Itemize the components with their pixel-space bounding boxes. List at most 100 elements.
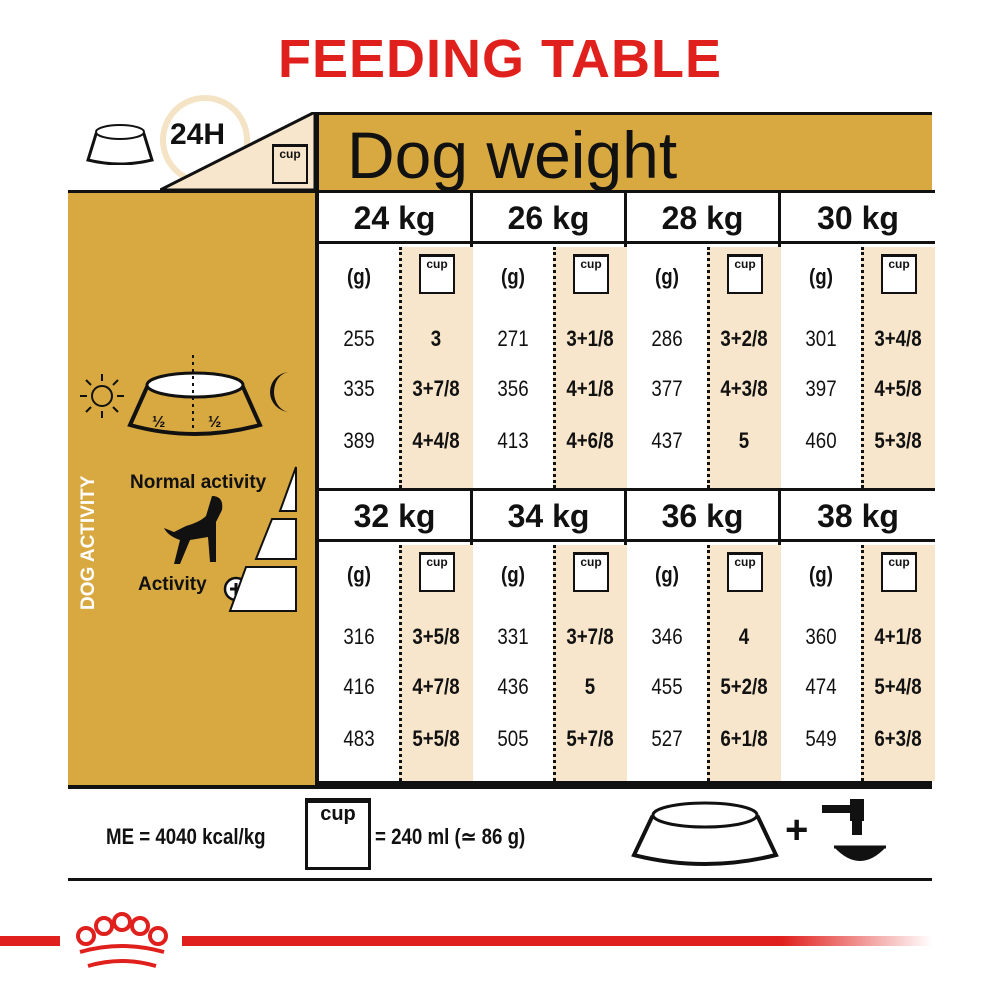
weight-column: 34 kg (g) cup 331 3+7/8 436 5 505 5+7/8 xyxy=(473,488,627,781)
grams-value: 356 xyxy=(497,376,529,401)
grams-header: (g) xyxy=(347,264,371,289)
cup-icon: cup xyxy=(419,254,455,294)
plus-sign: + xyxy=(785,808,809,852)
grams-value: 483 xyxy=(343,726,375,751)
dog-weight-header: Dog weight xyxy=(315,112,932,192)
cups-value: 3+7/8 xyxy=(412,376,460,401)
cup-icon: cup xyxy=(573,254,609,294)
grams-value: 377 xyxy=(651,376,683,401)
grams-value: 389 xyxy=(343,428,375,453)
weight-column: 38 kg (g) cup 360 4+1/8 474 5+4/8 549 6+3/8 xyxy=(781,488,935,781)
cup-icon-label: cup xyxy=(580,555,602,569)
weight-header: 28 kg xyxy=(627,190,778,244)
cup-icon-label: cup xyxy=(580,257,602,271)
cup-icon: cup xyxy=(305,798,371,870)
weight-column: 26 kg (g) cup 271 3+1/8 356 4+1/8 413 4+6/8 xyxy=(473,190,627,488)
grams-header: (g) xyxy=(655,264,679,289)
weight-header: 36 kg xyxy=(627,488,778,542)
cups-value: 4+3/8 xyxy=(720,376,768,401)
grams-value: 460 xyxy=(805,428,837,453)
cups-value: 5 xyxy=(738,428,750,453)
cup-icon-label: cup xyxy=(734,257,756,271)
grams-value: 397 xyxy=(805,376,837,401)
dog-silhouette-icon xyxy=(164,496,223,564)
cups-value: 5+5/8 xyxy=(412,726,460,751)
cups-value: 5+7/8 xyxy=(566,726,614,751)
cups-value: 3+2/8 xyxy=(720,326,768,351)
activity-panel xyxy=(68,190,315,785)
food-bowl-icon xyxy=(86,124,154,165)
grams-value: 413 xyxy=(497,428,529,453)
grams-header: (g) xyxy=(501,562,525,587)
cup-icon-label: cup xyxy=(279,147,301,161)
cups-value: 4+1/8 xyxy=(566,376,614,401)
half-left: ½ xyxy=(152,414,166,431)
cup-icon: cup xyxy=(727,552,763,592)
cup-icon: cup xyxy=(419,552,455,592)
cups-value: 6+1/8 xyxy=(720,726,768,751)
cups-value: 5+3/8 xyxy=(874,428,922,453)
cup-icon-label: cup xyxy=(888,257,910,271)
cups-value: 3+7/8 xyxy=(566,624,614,649)
grams-value: 549 xyxy=(805,726,837,751)
weight-header: 24 kg xyxy=(319,190,470,244)
split-bowl-icon xyxy=(127,355,263,437)
cup-icon: cup xyxy=(272,144,308,184)
grams-header: (g) xyxy=(809,562,833,587)
cups-value: 4+1/8 xyxy=(874,624,922,649)
activity-plus-label: Activity xyxy=(138,574,207,595)
grams-value: 474 xyxy=(805,674,837,699)
grams-header: (g) xyxy=(655,562,679,587)
cup-icon-label: cup xyxy=(888,555,910,569)
grams-header: (g) xyxy=(347,562,371,587)
weight-column: 30 kg (g) cup 301 3+4/8 397 4+5/8 460 5+3/8 xyxy=(781,190,935,488)
divider xyxy=(68,785,932,789)
cup-icon-label: cup xyxy=(734,555,756,569)
metabolizable-energy: ME = 4040 kcal/kg xyxy=(106,824,266,849)
grams-value: 301 xyxy=(805,326,837,351)
grams-value: 335 xyxy=(343,376,375,401)
weight-column: 36 kg (g) cup 346 4 455 5+2/8 527 6+1/8 xyxy=(627,488,781,781)
cup-icon: cup xyxy=(573,552,609,592)
cup-icon: cup xyxy=(881,254,917,294)
grams-header: (g) xyxy=(501,264,525,289)
cups-value: 3+5/8 xyxy=(412,624,460,649)
cups-value: 3+4/8 xyxy=(874,326,922,351)
cup-icon-label: cup xyxy=(426,555,448,569)
weight-column: 28 kg (g) cup 286 3+2/8 377 4+3/8 437 5 xyxy=(627,190,781,488)
cups-value: 5+4/8 xyxy=(874,674,922,699)
grams-value: 346 xyxy=(651,624,683,649)
grams-value: 360 xyxy=(805,624,837,649)
grams-value: 416 xyxy=(343,674,375,699)
cups-value: 5 xyxy=(584,674,596,699)
cups-value: 5+2/8 xyxy=(720,674,768,699)
grams-header: (g) xyxy=(809,264,833,289)
weight-header: 34 kg xyxy=(473,488,624,542)
cups-value: 6+3/8 xyxy=(874,726,922,751)
cups-value: 4 xyxy=(738,624,750,649)
water-tap-bowl-icon xyxy=(822,799,886,861)
weight-header: 30 kg xyxy=(781,190,935,244)
grams-value: 455 xyxy=(651,674,683,699)
grams-value: 255 xyxy=(343,326,375,351)
weight-header: 32 kg xyxy=(319,488,470,542)
royal-canin-crown-logo xyxy=(76,912,168,968)
grams-value: 286 xyxy=(651,326,683,351)
cup-icon-label: cup xyxy=(320,803,356,825)
normal-activity-label: Normal activity xyxy=(130,472,267,493)
cups-value: 4+4/8 xyxy=(412,428,460,453)
grams-value: 436 xyxy=(497,674,529,699)
cup-icon: cup xyxy=(881,552,917,592)
grams-value: 437 xyxy=(651,428,683,453)
dog-weight-title: Dog weight xyxy=(347,118,678,192)
cups-value: 4+5/8 xyxy=(874,376,922,401)
brand-stripe xyxy=(182,936,932,946)
24h-label: 24H xyxy=(170,118,226,151)
weight-column: 24 kg (g) cup 255 3 335 3+7/8 389 4+4/8 xyxy=(319,190,473,488)
cups-value: 3 xyxy=(430,326,442,351)
feeding-table: 24 kg (g) cup 255 3 335 3+7/8 389 4+4/8 26 kg (g) c… xyxy=(315,190,935,785)
grams-value: 316 xyxy=(343,624,375,649)
cup-icon-label: cup xyxy=(426,257,448,271)
cups-value: 4+7/8 xyxy=(412,674,460,699)
cups-value: 4+6/8 xyxy=(566,428,614,453)
